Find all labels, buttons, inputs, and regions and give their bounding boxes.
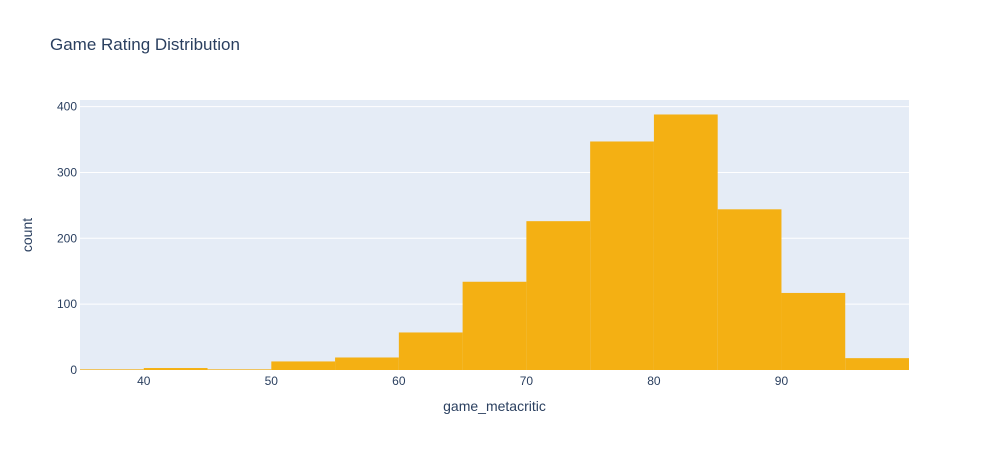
y-tick-label: 100 <box>57 297 77 311</box>
x-tick-label: 60 <box>392 374 406 388</box>
y-axis-ticks: 0 100 200 300 400 <box>57 100 77 377</box>
histogram-bar[interactable] <box>526 221 591 370</box>
histogram-bar[interactable] <box>717 209 782 370</box>
histogram-bar[interactable] <box>590 141 654 370</box>
histogram-bar[interactable] <box>143 368 208 370</box>
histogram-bar[interactable] <box>653 114 718 370</box>
x-tick-label: 40 <box>137 374 151 388</box>
x-tick-label: 50 <box>265 374 279 388</box>
histogram-bar[interactable] <box>271 361 336 370</box>
histogram-bar[interactable] <box>80 369 144 370</box>
histogram-bar[interactable] <box>845 358 909 370</box>
y-axis-title: count <box>19 218 35 252</box>
histogram-bar[interactable] <box>781 292 846 370</box>
histogram-bar[interactable] <box>207 369 272 370</box>
histogram-bar[interactable] <box>335 357 399 370</box>
chart-title: Game Rating Distribution <box>50 35 240 54</box>
y-tick-label: 300 <box>57 165 77 179</box>
x-axis-ticks: 40 50 60 70 80 90 <box>137 374 788 388</box>
bars <box>80 114 909 370</box>
x-tick-label: 80 <box>647 374 661 388</box>
y-tick-label: 0 <box>70 363 77 377</box>
y-tick-label: 200 <box>57 231 77 245</box>
x-tick-label: 90 <box>775 374 789 388</box>
histogram-bar[interactable] <box>398 332 463 370</box>
y-tick-label: 400 <box>57 100 77 114</box>
x-axis-title: game_metacritic <box>443 398 546 414</box>
histogram-bar[interactable] <box>462 281 527 370</box>
x-tick-label: 70 <box>520 374 534 388</box>
